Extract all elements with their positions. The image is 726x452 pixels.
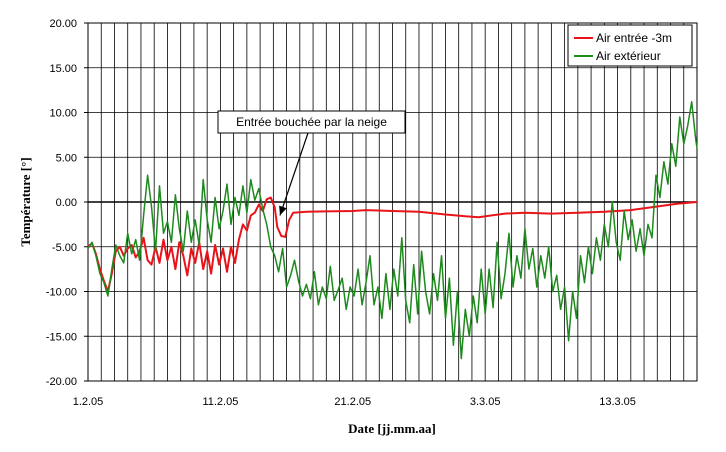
annotation-arrow: [279, 132, 309, 216]
x-axis-ticks: 1.2.05 11.2.05 21.2.05 3.3.05 13.3.05: [73, 396, 636, 408]
x-tick-label: 21.2.05: [334, 396, 371, 408]
y-tick-label: -15.00: [46, 331, 77, 343]
legend: Air entrée -3m Air extérieur: [567, 24, 693, 67]
y-tick-label: 5.00: [56, 152, 77, 164]
legend-label-air-exterieur: Air extérieur: [596, 49, 661, 63]
y-tick-label: -20.00: [46, 376, 77, 388]
series-line-0: [87, 196, 698, 293]
y-axis-ticks: 20.00 15.00 10.00 5.00 0.00 -5.00 -10.00 -15.00…: [46, 18, 88, 388]
annotation-text: Entrée bouchée par la neige: [236, 115, 387, 129]
y-axis-title: Température [°]: [18, 157, 33, 246]
annotation-box: [217, 110, 406, 134]
y-tick-label: 0.00: [56, 197, 77, 209]
y-tick-label: -5.00: [52, 242, 77, 254]
x-tick-label: 3.3.05: [470, 396, 501, 408]
x-tick-label: 1.2.05: [73, 396, 104, 408]
x-tick-label: 11.2.05: [202, 396, 238, 408]
annotation: Entrée bouchée par la neige: [217, 110, 406, 216]
y-tick-label: -10.00: [46, 287, 77, 299]
y-tick-label: 20.00: [49, 18, 77, 30]
annotation-arrow-head: [279, 205, 287, 216]
legend-box: [567, 24, 693, 67]
x-axis-title: Date [jj.mm.aa]: [348, 421, 436, 436]
series-line-1: [87, 101, 698, 360]
series-group: [87, 101, 698, 360]
y-tick-label: 15.00: [49, 63, 77, 75]
x-tick-label: 13.3.05: [599, 396, 636, 408]
y-tick-label: 10.00: [49, 108, 77, 120]
legend-label-air-entree: Air entrée -3m: [596, 31, 672, 45]
